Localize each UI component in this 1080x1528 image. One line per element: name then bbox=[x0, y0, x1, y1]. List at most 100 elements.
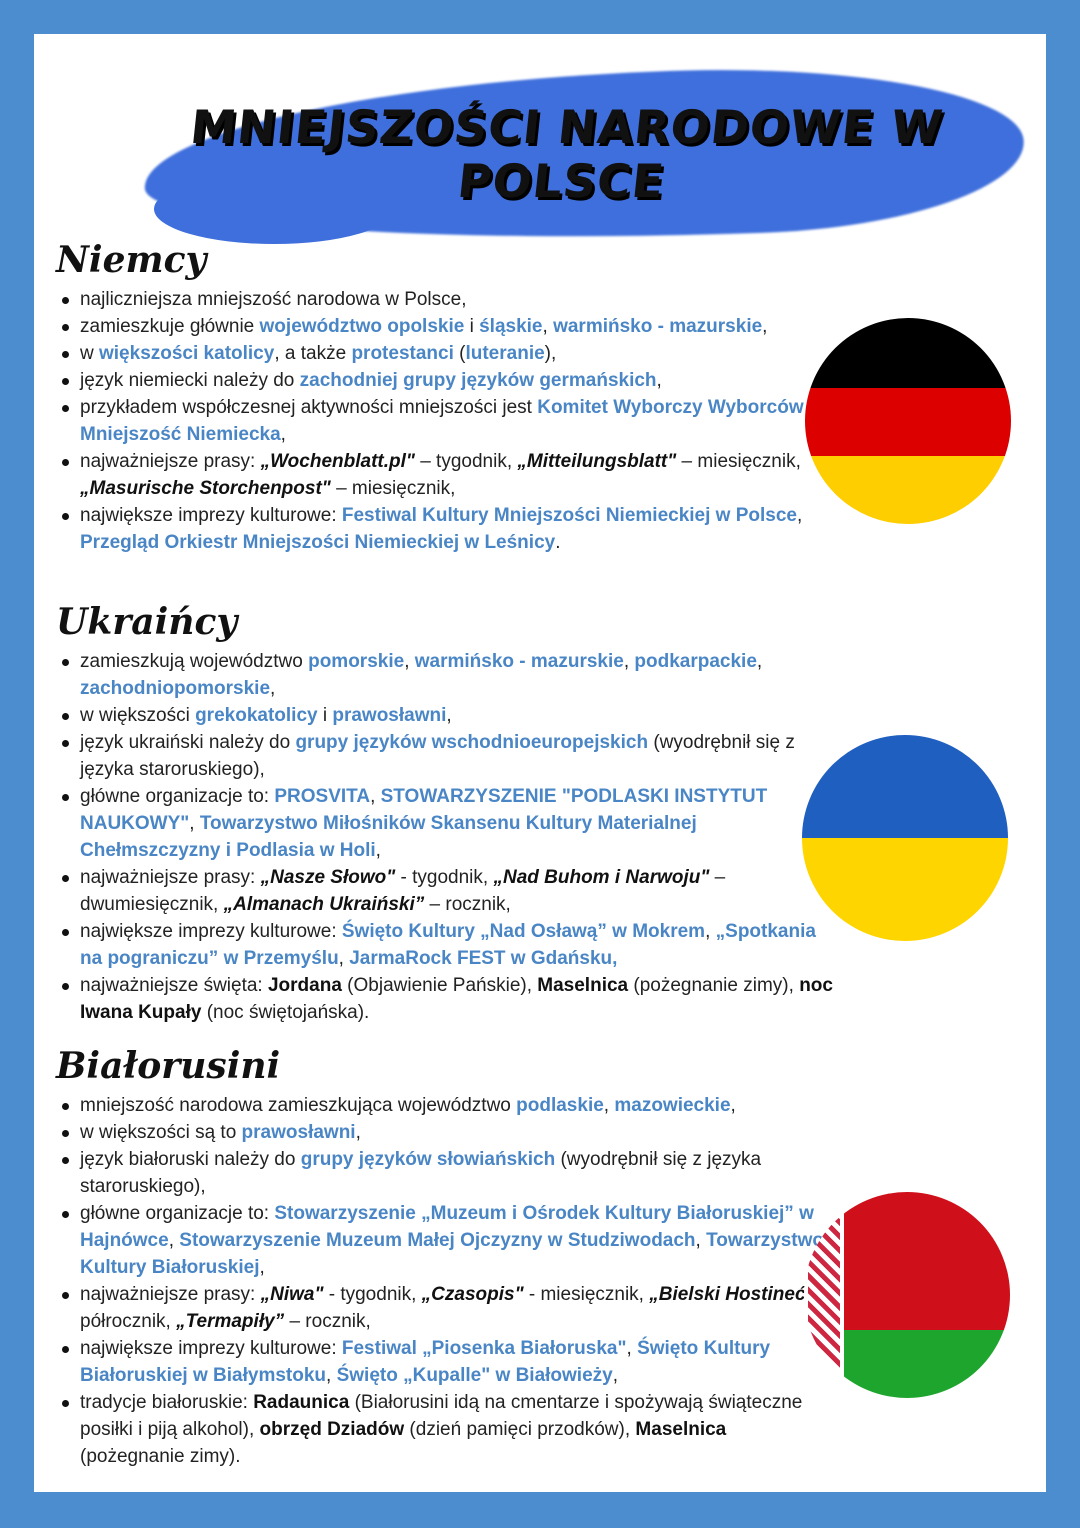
text: zamieszkuje głównie bbox=[80, 316, 260, 337]
text: , bbox=[326, 1365, 337, 1386]
list-item: główne organizacje to: Stowarzyszenie „M… bbox=[62, 1200, 834, 1281]
list-item: zamieszkuje głównie województwo opolskie… bbox=[62, 313, 834, 340]
emphasized-term: noc Iwana Kupały bbox=[80, 975, 833, 1023]
list-item: język niemiecki należy do zachodniej gru… bbox=[62, 367, 834, 394]
list-item: w większości katolicy, a także protestan… bbox=[62, 340, 834, 367]
text: główne organizacje to: bbox=[80, 1203, 275, 1224]
text: (dzień pamięci przodków), bbox=[404, 1419, 636, 1440]
text: - miesięcznik, bbox=[523, 1284, 650, 1305]
text: w większości bbox=[80, 705, 196, 726]
text: , bbox=[189, 813, 200, 834]
text: najważniejsze prasy: bbox=[80, 1284, 261, 1305]
highlighted-term: województwo opolskie bbox=[259, 316, 465, 337]
emphasized-term: „Wochenblatt.pl" bbox=[260, 451, 415, 472]
section-bialorusini: Białorusini mniejszość narodowa zamieszku… bbox=[54, 1044, 834, 1470]
highlighted-term: Festiwal „Piosenka Białoruska" bbox=[341, 1338, 627, 1359]
emphasized-term: Jordana bbox=[267, 975, 342, 996]
page: MNIEJSZOŚCI NARODOWE W POLSCE Niemcy najl… bbox=[34, 34, 1046, 1492]
text: , bbox=[603, 1095, 615, 1116]
list-item: główne organizacje to: PROSVITA, STOWARZ… bbox=[62, 783, 834, 864]
list-item: zamieszkują województwo pomorskie, warmi… bbox=[62, 648, 834, 702]
text: , bbox=[762, 316, 768, 337]
text: w bbox=[80, 343, 99, 364]
text: (wyodrębnił się z języka staroruskiego), bbox=[80, 732, 795, 780]
emphasized-term: obrzęd Dziadów bbox=[259, 1419, 405, 1440]
text: , bbox=[404, 651, 415, 672]
text: w większości są to bbox=[80, 1122, 242, 1143]
highlighted-term: prawosławni bbox=[332, 705, 447, 726]
list-item: największe imprezy kulturowe: Festiwal K… bbox=[62, 502, 834, 556]
text: – dwumiesięcznik, bbox=[80, 867, 726, 915]
text: , bbox=[280, 424, 286, 445]
highlighted-term: pomorskie bbox=[308, 651, 405, 672]
text: , bbox=[375, 840, 381, 861]
list-item: najliczniejsza mniejszość narodowa w Pol… bbox=[62, 286, 834, 313]
text: – tygodnik, bbox=[414, 451, 518, 472]
emphasized-term: Radaunica bbox=[253, 1392, 350, 1413]
highlighted-term: większości katolicy bbox=[99, 343, 275, 364]
highlighted-term: Towarzystwo Kultury Białoruskiej bbox=[80, 1230, 824, 1278]
list-item: mniejszość narodowa zamieszkująca wojewó… bbox=[62, 1092, 834, 1119]
text: główne organizacje to: bbox=[80, 786, 275, 807]
text: , bbox=[338, 948, 350, 969]
highlighted-term: warmińsko - mazurskie bbox=[553, 316, 763, 337]
title-brush-stroke-tail bbox=[154, 174, 394, 244]
text: , bbox=[168, 1230, 180, 1251]
text: – miesięcznik, bbox=[676, 451, 801, 472]
text: (Białorusini idą na cmentarze i spożywaj… bbox=[80, 1392, 803, 1440]
text: – miesięcznik, bbox=[330, 478, 456, 499]
list-item: największe imprezy kulturowe: Festiwal „… bbox=[62, 1335, 834, 1389]
list-item: najważniejsze prasy: „Nasze Słowo" - tyg… bbox=[62, 864, 834, 918]
text: , bbox=[612, 1365, 618, 1386]
highlighted-term: zachodniej grupy języków germańskich bbox=[299, 370, 657, 391]
list-item: tradycje białoruskie: Radaunica (Białoru… bbox=[62, 1389, 834, 1470]
highlighted-term: Stowarzyszenie „Muzeum i Ośrodek Kultury… bbox=[80, 1203, 814, 1251]
text: , bbox=[756, 651, 763, 672]
emphasized-term: „Nad Buhom i Narwoju" bbox=[493, 867, 710, 888]
text: przykładem współczesnej aktywności mniej… bbox=[80, 397, 538, 418]
highlighted-term: STOWARZYSZENIE "PODLASKI INSTYTUT NAUKOW… bbox=[80, 786, 768, 834]
text: - tygodnik, bbox=[323, 1284, 422, 1305]
text: – rocznik, bbox=[284, 1311, 371, 1332]
text: (Objawienie Pańskie), bbox=[341, 975, 538, 996]
highlighted-term: grupy języków wschodnioeuropejskich bbox=[295, 732, 649, 753]
list-item: język ukraiński należy do grupy języków … bbox=[62, 729, 834, 783]
text: , bbox=[705, 921, 716, 942]
highlighted-term: zachodniopomorskie bbox=[80, 678, 271, 699]
text: , bbox=[695, 1230, 707, 1251]
text: (noc świętojańska). bbox=[201, 1002, 370, 1023]
text: największe imprezy kulturowe: bbox=[80, 921, 342, 942]
highlighted-term: grupy języków słowiańskich bbox=[300, 1149, 556, 1170]
text: , bbox=[370, 786, 381, 807]
section-heading: Niemcy bbox=[56, 239, 207, 281]
emphasized-term: Maselnica bbox=[537, 975, 629, 996]
text: najważniejsze święta: bbox=[80, 975, 268, 996]
highlighted-term: PROSVITA bbox=[274, 786, 371, 807]
text: zamieszkują województwo bbox=[80, 651, 309, 672]
text: , bbox=[446, 705, 452, 726]
text: i bbox=[317, 705, 333, 726]
text: , bbox=[259, 1257, 265, 1278]
list-item: największe imprezy kulturowe: Święto Kul… bbox=[62, 918, 834, 972]
emphasized-term: „Czasopis" bbox=[421, 1284, 524, 1305]
emphasized-term: „Termapiły” bbox=[176, 1311, 285, 1332]
highlighted-term: „Spotkania na pograniczu” w Przemyślu bbox=[80, 921, 816, 969]
text: (pożegnanie zimy), bbox=[628, 975, 800, 996]
text: , bbox=[355, 1122, 361, 1143]
section-ukraincy: Ukraińcy zamieszkują województwo pomorski… bbox=[54, 600, 834, 1026]
bullet-list: zamieszkują województwo pomorskie, warmi… bbox=[54, 648, 834, 1026]
emphasized-term: „Niwa" bbox=[260, 1284, 324, 1305]
page-title: MNIEJSZOŚCI NARODOWE W POLSCE bbox=[187, 100, 946, 208]
text: najważniejsze prasy: bbox=[80, 867, 261, 888]
germany-flag bbox=[805, 318, 1011, 524]
list-item: przykładem współczesnej aktywności mniej… bbox=[62, 394, 834, 448]
list-item: najważniejsze prasy: „Wochenblatt.pl" – … bbox=[62, 448, 834, 502]
text: język niemiecki należy do bbox=[80, 370, 300, 391]
text: ), bbox=[544, 343, 557, 364]
text: , a także bbox=[274, 343, 352, 364]
highlighted-term: luteranie bbox=[465, 343, 545, 364]
text: mniejszość narodowa zamieszkująca wojewó… bbox=[80, 1095, 517, 1116]
text: , bbox=[270, 678, 276, 699]
highlighted-term: mazowieckie bbox=[614, 1095, 731, 1116]
text: i bbox=[464, 316, 480, 337]
